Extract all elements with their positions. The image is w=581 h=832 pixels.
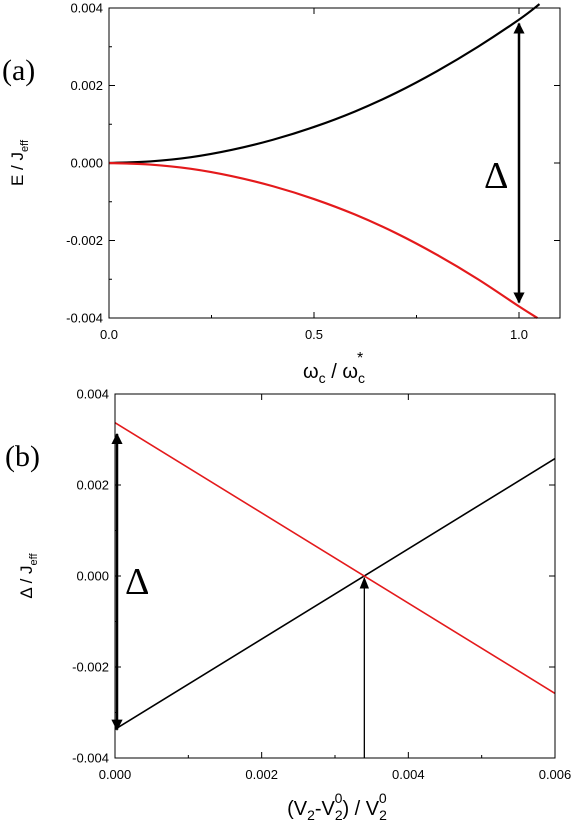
- panel-b-ylabel: Δ / Jeff: [17, 552, 40, 598]
- panel-b-chart: -0.004 -0.002 0.000 0.002 0.004 0.000 0.002 0.0…: [5, 387, 571, 824]
- y-tick-label: 0.002: [76, 478, 109, 493]
- y-tick-label: -0.004: [66, 311, 103, 326]
- x-tick-label: 0.0: [100, 327, 118, 342]
- panel-b-series: [115, 423, 555, 730]
- panel-a-xlabel: ωc / ωc*: [303, 350, 365, 386]
- series-line-1: [109, 163, 537, 318]
- x-tick-label: 0.000: [99, 767, 132, 782]
- y-tick-label: 0.000: [76, 569, 109, 584]
- x-tick-label: 0.002: [245, 767, 278, 782]
- y-tick-label: 0.004: [70, 1, 103, 16]
- panel-a-ylabel: E / Jeff: [8, 139, 31, 186]
- series-line-0: [115, 459, 555, 730]
- panel-b-annotations: Δ: [117, 434, 364, 758]
- panel-b-xlabel: (V2-V20) / V20: [287, 790, 387, 823]
- x-tick-label: 1.0: [510, 327, 528, 342]
- y-tick-label: 0.002: [70, 78, 103, 93]
- y-tick-label: 0.000: [70, 156, 103, 171]
- x-tick-label: 0.5: [305, 327, 323, 342]
- series-line-1: [115, 423, 555, 694]
- y-tick-label: -0.002: [72, 660, 109, 675]
- delta-label: Δ: [125, 561, 149, 603]
- panel-b-label: (b): [5, 440, 40, 473]
- panel-a-annotations: Δ: [484, 24, 519, 303]
- y-tick-label: -0.004: [72, 751, 109, 766]
- panel-a-series: [109, 4, 540, 318]
- x-tick-label: 0.006: [539, 767, 572, 782]
- delta-label: Δ: [484, 155, 508, 197]
- panel-a-label: (a): [2, 54, 35, 87]
- series-line-0: [109, 4, 540, 163]
- y-tick-label: -0.002: [66, 233, 103, 248]
- panel-a-chart: -0.004 -0.002 0.000 0.002 0.004 0.0 0.5 1.0 Δ (…: [2, 1, 560, 387]
- x-tick-label: 0.004: [392, 767, 425, 782]
- panel-b-frame: [115, 394, 555, 758]
- y-tick-label: 0.004: [76, 387, 109, 402]
